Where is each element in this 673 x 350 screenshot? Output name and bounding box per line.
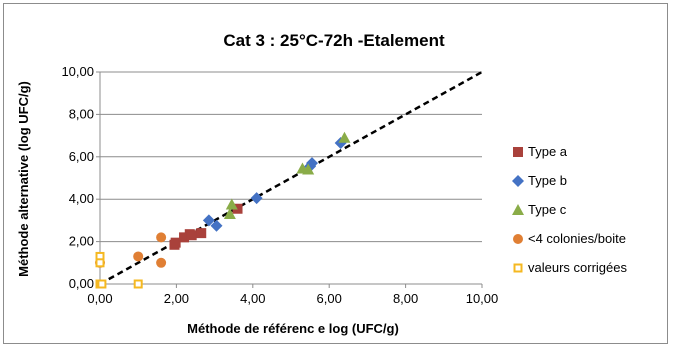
legend-marker-series-4	[513, 234, 523, 244]
legend-label-series-4: <4 colonies/boite	[528, 231, 626, 246]
y-tick-label: 6,00	[69, 149, 94, 164]
legend-marker-series-5	[513, 263, 523, 273]
data-point-series-3	[225, 198, 238, 210]
data-point-series-1	[196, 228, 207, 239]
scatter-chart: Cat 3 : 25°C-72h -Etalement 0,00 2,00 4,00…	[16, 31, 627, 336]
legend-label-series-1: Type a	[528, 144, 568, 159]
data-point-series-2	[210, 219, 223, 232]
data-point-series-5	[97, 279, 107, 289]
legend-marker-series-3	[512, 204, 524, 215]
legend-label-series-5: valeurs corrigées	[528, 260, 627, 275]
x-tick-label: 10,00	[466, 291, 499, 306]
tick-labels: 0,00 2,00 4,00 6,00 8,00 10,00 0,00 2,00 4,00 6,0…	[61, 64, 498, 306]
legend: Type a Type b Type c <4 colonies/boite valeu…	[512, 144, 627, 275]
data-point-series-2	[250, 192, 263, 205]
legend-marker-series-2	[512, 175, 524, 187]
x-tick-label: 2,00	[164, 291, 189, 306]
data-point-series-3	[338, 131, 351, 143]
data-point-series-1	[186, 230, 197, 241]
x-tick-label: 4,00	[240, 291, 265, 306]
y-tick-label: 2,00	[69, 234, 94, 249]
y-tick-label: 8,00	[69, 106, 94, 121]
data-point-series-4	[156, 257, 167, 268]
y-tick-label: 10,00	[61, 64, 94, 79]
chart-title: Cat 3 : 25°C-72h -Etalement	[223, 31, 445, 50]
data-point-series-1	[179, 232, 190, 243]
legend-marker-series-1	[513, 147, 523, 157]
reference-line-y-equals-x	[99, 70, 483, 286]
legend-label-series-2: Type b	[528, 173, 567, 188]
y-tick-label: 0,00	[69, 276, 94, 291]
data-point-series-1	[170, 237, 181, 248]
chart-frame: Cat 3 : 25°C-72h -Etalement 0,00 2,00 4,00…	[3, 3, 668, 344]
data-point-series-5	[133, 279, 143, 289]
data-point-series-1	[232, 203, 243, 214]
x-axis-title: Méthode de référenc e log (UFC/g)	[187, 321, 399, 336]
data-point-series-4	[156, 232, 167, 243]
y-axis-title: Méthode alternative (log UFC/g)	[16, 81, 31, 277]
data-point-series-4	[133, 251, 144, 262]
data-point-series-5	[95, 258, 105, 268]
x-tick-label: 6,00	[317, 291, 342, 306]
y-tick-label: 4,00	[69, 191, 94, 206]
data-point-series-3	[223, 208, 236, 220]
data-points	[95, 131, 351, 289]
x-tick-label: 0,00	[87, 291, 112, 306]
reference-line	[99, 70, 483, 286]
legend-label-series-3: Type c	[528, 202, 567, 217]
gridlines	[100, 71, 482, 243]
data-point-series-2	[202, 214, 215, 227]
data-point-series-3	[302, 163, 315, 175]
x-tick-label: 8,00	[393, 291, 418, 306]
